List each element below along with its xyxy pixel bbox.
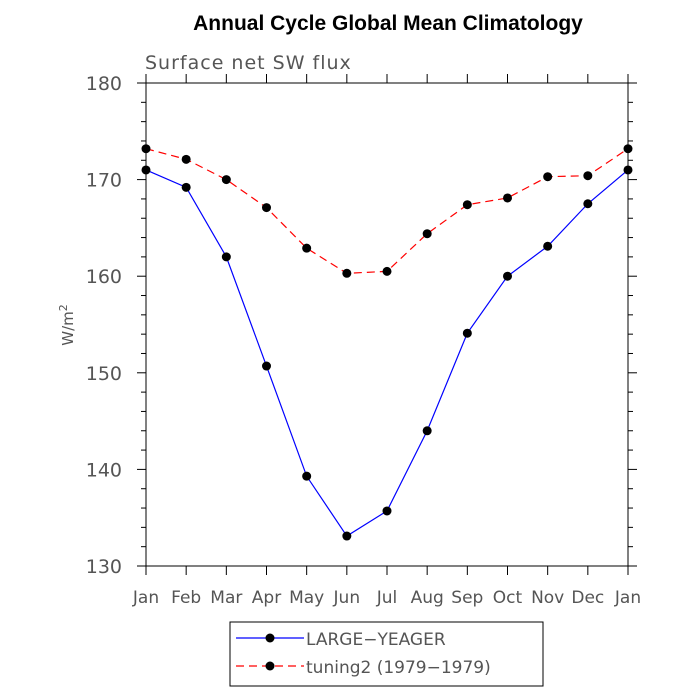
y-axis-label: W/m2	[57, 304, 77, 346]
series-line-1	[145, 148, 629, 274]
x-tick-label: Jun	[333, 588, 361, 608]
legend-label-tuning2: tuning2 (1979−1979)	[306, 658, 491, 678]
data-point	[262, 361, 271, 371]
data-point	[503, 271, 512, 281]
data-point	[141, 144, 151, 154]
data-point	[221, 252, 231, 262]
x-tick-label: Sep	[451, 588, 483, 608]
x-tick-label: Feb	[171, 588, 201, 608]
chart-subtitle: Surface net SW flux	[145, 52, 352, 74]
data-point	[302, 471, 312, 481]
x-tick-label: Jul	[376, 588, 398, 608]
x-tick-label: May	[289, 588, 324, 608]
data-point	[462, 200, 472, 210]
data-point	[583, 199, 593, 209]
plot-border	[145, 82, 629, 567]
data-point	[382, 266, 392, 276]
data-point	[181, 182, 191, 192]
data-point	[262, 203, 271, 213]
x-tick-label: Dec	[571, 588, 604, 608]
y-tick-label: 160	[86, 266, 122, 288]
data-point	[221, 175, 231, 185]
legend: LARGE−YEAGER tuning2 (1979−1979)	[229, 621, 544, 687]
series-group	[141, 144, 633, 541]
data-point	[623, 165, 633, 175]
x-tick-labels: Jan Feb Mar Apr May Jun Jul Aug Sep Oct Nov Dec Jan	[132, 588, 641, 608]
data-point	[181, 154, 191, 164]
axis-ticks	[137, 74, 637, 575]
x-tick-label: Jan	[132, 588, 159, 608]
legend-label-large-yeager: LARGE−YEAGER	[306, 630, 446, 650]
data-point	[462, 328, 472, 338]
plot-area	[145, 82, 629, 567]
legend-marker-large-yeager	[265, 633, 275, 643]
y-tick-label: 170	[86, 170, 122, 192]
chart-title: Annual Cycle Global Mean Climatology	[193, 12, 583, 35]
x-tick-label: Jan	[614, 588, 641, 608]
data-point	[422, 229, 432, 239]
y-tick-label: 130	[86, 556, 122, 578]
data-point	[543, 172, 553, 182]
y-tick-label: 180	[86, 73, 122, 95]
data-point	[503, 193, 512, 203]
x-tick-label: Mar	[210, 588, 242, 608]
y-tick-label: 150	[86, 363, 122, 385]
data-point	[382, 506, 392, 516]
series-line-0	[145, 169, 629, 537]
legend-marker-tuning2	[265, 661, 275, 671]
x-tick-label: Nov	[531, 588, 564, 608]
data-point	[342, 268, 352, 278]
y-tick-label: 140	[86, 459, 122, 481]
data-point	[422, 426, 432, 436]
data-point	[342, 531, 352, 541]
data-point	[583, 171, 593, 181]
data-point	[543, 241, 553, 251]
data-point	[302, 243, 312, 253]
data-point	[623, 144, 633, 154]
x-tick-label: Aug	[411, 588, 444, 608]
legend-box	[229, 621, 544, 687]
y-tick-labels: 130 140 150 160 170 180	[86, 73, 122, 578]
data-point	[141, 165, 151, 175]
x-tick-label: Apr	[252, 588, 281, 608]
x-tick-label: Oct	[493, 588, 523, 608]
